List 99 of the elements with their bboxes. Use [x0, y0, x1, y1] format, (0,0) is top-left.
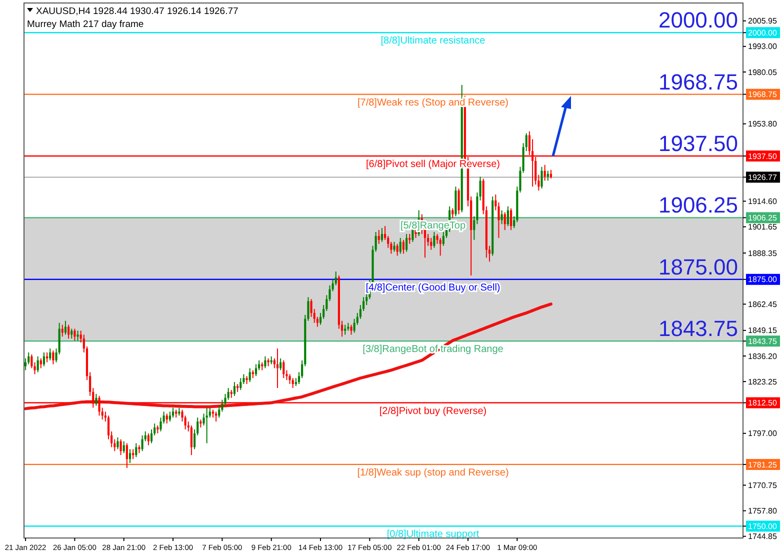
- candlestick: [30, 354, 33, 369]
- candlestick: [126, 442, 128, 468]
- candlestick: [282, 360, 285, 379]
- candlestick: [215, 411, 218, 422]
- y-tick-label: 1781.25: [748, 460, 778, 470]
- annotation: 1968.75: [658, 69, 738, 94]
- candlestick: [280, 358, 282, 371]
- candlestick: [190, 424, 192, 456]
- y-tick-label: 1849.15: [748, 326, 778, 336]
- candlestick: [378, 230, 380, 244]
- candlestick: [74, 328, 76, 342]
- y-tick-label: 2005.95: [748, 16, 778, 26]
- candlestick: [128, 448, 132, 464]
- candlestick: [49, 348, 52, 361]
- y-tick-label: 1901.65: [748, 222, 778, 232]
- y-tick-label: 1770.75: [748, 480, 778, 490]
- ref-line-label: [0/8]Ultimate support: [386, 529, 480, 540]
- y-tick-label: 1750.00: [748, 522, 778, 531]
- candlestick: [433, 232, 436, 248]
- candlestick: [544, 164, 546, 182]
- candlestick: [454, 186, 457, 217]
- candlestick: [396, 243, 398, 256]
- candlestick: [95, 393, 98, 406]
- candlestick: [141, 434, 144, 452]
- candlestick: [240, 378, 242, 390]
- candlestick: [406, 233, 408, 252]
- candlestick: [504, 212, 506, 231]
- candlestick: [120, 438, 122, 456]
- candlestick: [344, 324, 346, 336]
- candlestick: [68, 324, 70, 340]
- candlestick: [402, 239, 405, 254]
- candlestick: [233, 382, 236, 396]
- candlestick: [288, 374, 291, 385]
- candlestick: [393, 241, 396, 252]
- candlestick: [166, 413, 168, 424]
- y-tick-label: 1937.50: [748, 152, 778, 161]
- candlestick: [500, 210, 503, 225]
- annotation: 1843.75: [658, 316, 738, 342]
- annotation: 1875.00: [658, 254, 738, 280]
- candlestick: [116, 436, 119, 450]
- candlestick: [52, 350, 54, 365]
- annotation: 1906.25: [658, 192, 738, 218]
- y-tick-label: 1744.85: [748, 532, 778, 542]
- candlestick: [36, 356, 39, 373]
- candlestick: [132, 448, 134, 460]
- y-tick-label: 1823.25: [748, 377, 778, 386]
- candlestick: [168, 411, 171, 422]
- candlestick: [184, 415, 186, 430]
- candlestick: [46, 352, 48, 363]
- candlestick: [248, 368, 251, 383]
- candlestick: [430, 237, 432, 250]
- candlestick: [122, 440, 125, 454]
- y-tick-label: 1980.05: [748, 68, 778, 77]
- y-tick-label: 1812.50: [748, 398, 778, 408]
- y-tick-label: 1906.25: [748, 213, 778, 222]
- candlestick: [399, 237, 402, 254]
- y-tick-label: 1953.80: [748, 120, 778, 129]
- candlestick: [510, 208, 512, 231]
- candlestick: [61, 324, 64, 338]
- candlestick: [70, 328, 73, 340]
- ref-line-label: [2/8]Pivot buy (Reverse): [379, 406, 487, 417]
- candlestick: [442, 232, 444, 246]
- candlestick: [40, 358, 42, 369]
- chart-title: XAUUSD,H4 1928.44 1930.47 1926.14 1926.77: [36, 6, 238, 17]
- candlestick: [458, 188, 460, 215]
- annotation: 1937.50: [658, 131, 738, 156]
- y-tick-label: 1757.80: [748, 506, 778, 516]
- candlestick: [98, 395, 100, 416]
- y-tick-label: 2000.00: [748, 28, 778, 38]
- y-tick-label: 1875.00: [748, 275, 778, 284]
- y-tick-label: 1993.00: [748, 42, 778, 52]
- candlestick: [264, 356, 266, 369]
- candlestick: [42, 352, 46, 367]
- candlestick: [76, 330, 79, 342]
- candlestick: [439, 237, 442, 256]
- y-tick-label: 1797.00: [748, 429, 778, 438]
- candlestick: [408, 233, 411, 244]
- candlestick: [135, 442, 138, 458]
- y-tick-label: 1926.77: [748, 172, 778, 182]
- ref-line-label: [8/8]Ultimate resistance: [380, 36, 486, 47]
- candlestick: [254, 364, 258, 377]
- candlestick: [350, 324, 352, 336]
- y-tick-label: 1914.60: [748, 197, 778, 206]
- y-tick-label: 1836.20: [748, 352, 778, 361]
- y-tick-label: 1968.75: [748, 90, 778, 100]
- candlestick: [172, 407, 174, 418]
- candlestick: [147, 432, 150, 446]
- candlestick: [64, 320, 67, 336]
- y-tick-label: 1862.45: [748, 300, 778, 309]
- candlestick: [506, 206, 509, 227]
- candlestick: [206, 407, 208, 444]
- candlestick: [380, 228, 383, 242]
- y-tick-label: 1888.35: [748, 248, 778, 258]
- candlestick: [292, 378, 294, 388]
- candlestick: [540, 166, 543, 190]
- y-tick-label: 1843.75: [748, 336, 778, 346]
- annotation: 2000.00: [658, 8, 738, 33]
- ref-line-label: [1/8]Weak sup (stop and Reverse): [357, 467, 509, 478]
- text: Murrey Math 217 day frame: [27, 19, 144, 30]
